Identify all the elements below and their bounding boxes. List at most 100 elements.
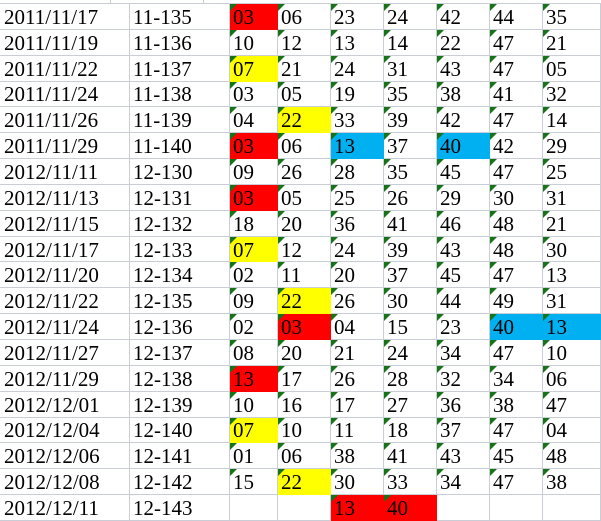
number-cell[interactable]: 29 [437,184,490,211]
number-cell[interactable]: 17 [331,391,384,418]
number-cell[interactable]: 14 [384,29,437,56]
number-cell[interactable]: 35 [543,4,601,30]
draw-code-cell[interactable]: 11-139 [130,107,230,134]
number-cell[interactable]: 46 [437,210,490,237]
number-cell[interactable]: 39 [384,107,437,134]
number-cell[interactable]: 42 [437,4,490,30]
date-cell[interactable]: 2011/11/17 [0,4,130,30]
number-cell[interactable]: 43 [437,443,490,470]
number-cell[interactable]: 21 [543,210,601,237]
number-cell[interactable]: 38 [490,391,543,418]
number-cell[interactable]: 38 [331,443,384,470]
number-cell[interactable]: 26 [278,159,331,185]
number-cell[interactable]: 47 [490,107,543,134]
number-cell[interactable]: 44 [490,4,543,30]
number-cell[interactable]: 41 [384,443,437,470]
number-cell[interactable]: 43 [437,55,490,82]
date-cell[interactable]: 2011/11/22 [0,55,130,82]
draw-code-cell[interactable]: 12-140 [130,417,230,444]
number-cell[interactable]: 25 [543,159,601,185]
number-cell[interactable]: 40 [384,495,437,521]
draw-code-cell[interactable]: 12-134 [130,262,230,289]
draw-code-cell[interactable]: 12-143 [130,495,230,521]
date-cell[interactable]: 2012/11/29 [0,365,130,392]
number-cell[interactable]: 15 [230,469,278,496]
number-cell[interactable]: 37 [384,262,437,289]
number-cell[interactable]: 10 [230,29,278,56]
draw-code-cell[interactable]: 12-132 [130,210,230,237]
number-cell[interactable] [490,495,543,521]
number-cell[interactable]: 13 [230,365,278,392]
number-cell[interactable]: 47 [490,339,543,366]
number-cell[interactable]: 47 [490,469,543,496]
date-cell[interactable]: 2012/11/15 [0,210,130,237]
number-cell[interactable]: 06 [278,443,331,470]
number-cell[interactable]: 29 [543,133,601,160]
date-cell[interactable]: 2011/11/26 [0,107,130,134]
number-cell[interactable]: 48 [543,443,601,470]
number-cell[interactable]: 48 [490,210,543,237]
number-cell[interactable]: 42 [490,133,543,160]
number-cell[interactable]: 44 [437,288,490,315]
number-cell[interactable]: 37 [437,417,490,444]
number-cell[interactable]: 47 [490,55,543,82]
number-cell[interactable]: 32 [437,365,490,392]
number-cell[interactable]: 21 [331,339,384,366]
number-cell[interactable]: 24 [384,4,437,30]
number-cell[interactable]: 12 [278,29,331,56]
number-cell[interactable]: 06 [543,365,601,392]
number-cell[interactable]: 35 [384,159,437,185]
date-cell[interactable]: 2012/11/22 [0,288,130,315]
date-cell[interactable]: 2012/11/11 [0,159,130,185]
number-cell[interactable]: 02 [230,262,278,289]
number-cell[interactable]: 13 [331,495,384,521]
number-cell[interactable]: 06 [278,133,331,160]
number-cell[interactable]: 04 [331,314,384,340]
date-cell[interactable]: 2012/12/08 [0,469,130,496]
number-cell[interactable]: 18 [230,210,278,237]
number-cell[interactable] [230,495,278,521]
number-cell[interactable]: 27 [384,391,437,418]
draw-code-cell[interactable]: 11-135 [130,4,230,30]
number-cell[interactable]: 24 [331,55,384,82]
draw-code-cell[interactable]: 12-137 [130,339,230,366]
number-cell[interactable]: 40 [437,133,490,160]
number-cell[interactable]: 21 [278,55,331,82]
number-cell[interactable]: 47 [490,417,543,444]
date-cell[interactable]: 2012/11/13 [0,184,130,211]
number-cell[interactable]: 11 [278,262,331,289]
number-cell[interactable]: 09 [230,288,278,315]
number-cell[interactable]: 20 [278,339,331,366]
number-cell[interactable]: 31 [543,184,601,211]
number-cell[interactable]: 13 [331,133,384,160]
number-cell[interactable]: 35 [384,81,437,108]
date-cell[interactable]: 2011/11/19 [0,29,130,56]
number-cell[interactable]: 28 [384,365,437,392]
number-cell[interactable]: 30 [384,288,437,315]
number-cell[interactable]: 17 [278,365,331,392]
draw-code-cell[interactable]: 11-140 [130,133,230,160]
number-cell[interactable]: 10 [278,417,331,444]
number-cell[interactable]: 07 [230,236,278,263]
number-cell[interactable]: 12 [278,236,331,263]
number-cell[interactable]: 26 [331,288,384,315]
number-cell[interactable]: 03 [230,81,278,108]
number-cell[interactable]: 30 [543,236,601,263]
number-cell[interactable]: 37 [384,133,437,160]
number-cell[interactable]: 26 [331,365,384,392]
draw-code-cell[interactable]: 12-138 [130,365,230,392]
number-cell[interactable]: 32 [543,81,601,108]
date-cell[interactable]: 2012/11/27 [0,339,130,366]
number-cell[interactable]: 41 [490,81,543,108]
number-cell[interactable]: 06 [278,4,331,30]
number-cell[interactable]: 22 [278,288,331,315]
number-cell[interactable]: 03 [278,314,331,340]
number-cell[interactable]: 47 [490,159,543,185]
draw-code-cell[interactable]: 12-139 [130,391,230,418]
number-cell[interactable]: 45 [490,443,543,470]
draw-code-cell[interactable]: 12-130 [130,159,230,185]
draw-code-cell[interactable]: 11-136 [130,29,230,56]
draw-code-cell[interactable]: 12-142 [130,469,230,496]
number-cell[interactable]: 07 [230,55,278,82]
number-cell[interactable]: 10 [230,391,278,418]
